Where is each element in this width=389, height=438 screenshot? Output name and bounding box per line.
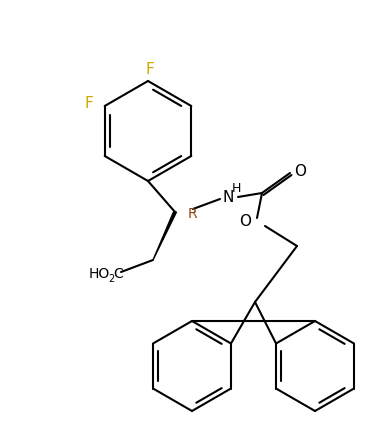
Text: F: F: [84, 95, 93, 110]
Text: H: H: [231, 182, 241, 195]
Polygon shape: [153, 212, 177, 261]
Text: 2: 2: [108, 273, 114, 283]
Text: O: O: [239, 213, 251, 228]
Text: F: F: [145, 61, 154, 76]
Text: HO: HO: [88, 266, 110, 280]
Text: R: R: [187, 207, 197, 220]
Text: C: C: [113, 266, 123, 280]
Text: N: N: [222, 190, 234, 205]
Text: O: O: [294, 164, 306, 179]
